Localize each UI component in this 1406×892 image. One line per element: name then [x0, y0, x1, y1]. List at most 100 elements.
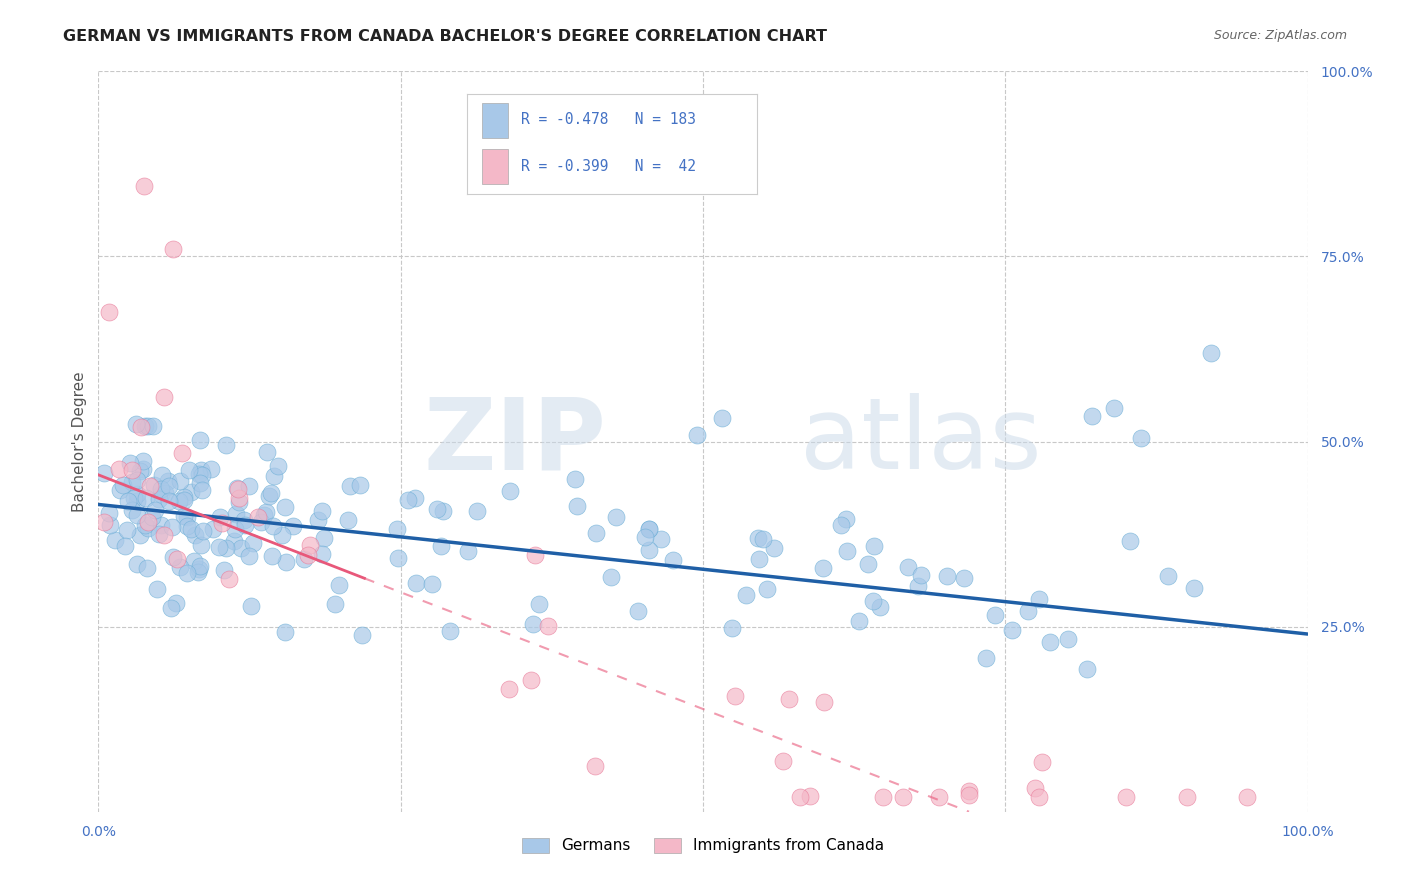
- Point: [465, 504, 488, 518]
- Point: [983, 608, 1005, 623]
- Point: [323, 597, 346, 611]
- Point: [1024, 780, 1046, 795]
- Point: [209, 509, 232, 524]
- Point: [627, 604, 650, 618]
- Point: [190, 467, 212, 482]
- Point: [1017, 604, 1039, 618]
- Point: [233, 513, 256, 527]
- Point: [233, 518, 256, 533]
- Point: [132, 454, 155, 468]
- Point: [188, 476, 211, 491]
- Y-axis label: Bachelor's Degree: Bachelor's Degree: [72, 371, 87, 512]
- Point: [228, 491, 250, 505]
- Point: [747, 531, 769, 545]
- Point: [274, 555, 297, 569]
- Point: [104, 533, 127, 547]
- Point: [156, 474, 179, 488]
- Point: [522, 617, 544, 632]
- Point: [1031, 755, 1053, 769]
- Point: [862, 593, 884, 607]
- Point: [249, 516, 271, 530]
- Point: [721, 621, 744, 635]
- Point: [127, 486, 149, 500]
- Point: [222, 534, 245, 549]
- Point: [1182, 581, 1205, 595]
- Point: [212, 564, 235, 578]
- Point: [311, 547, 333, 561]
- Point: [565, 499, 588, 513]
- Point: [848, 614, 870, 628]
- Point: [262, 518, 284, 533]
- Point: [263, 468, 285, 483]
- Point: [734, 588, 756, 602]
- Point: [135, 491, 157, 506]
- Point: [835, 512, 858, 526]
- Point: [214, 541, 236, 556]
- Point: [191, 483, 214, 498]
- Point: [426, 501, 449, 516]
- Point: [952, 571, 974, 585]
- Point: [339, 479, 361, 493]
- Point: [257, 489, 280, 503]
- Point: [129, 527, 152, 541]
- Point: [1157, 569, 1180, 583]
- Point: [637, 522, 659, 536]
- Point: [396, 493, 419, 508]
- Point: [115, 523, 138, 537]
- Point: [211, 516, 233, 530]
- Point: [188, 562, 211, 576]
- Point: [872, 789, 894, 804]
- Point: [122, 491, 145, 505]
- Point: [183, 554, 205, 568]
- Point: [1076, 662, 1098, 676]
- Point: [121, 502, 143, 516]
- Point: [169, 474, 191, 488]
- Point: [141, 510, 163, 524]
- Point: [148, 491, 170, 506]
- Point: [1175, 789, 1198, 804]
- Point: [634, 530, 657, 544]
- Point: [499, 484, 522, 499]
- Point: [432, 503, 454, 517]
- Point: [1236, 789, 1258, 804]
- Point: [135, 560, 157, 574]
- Point: [778, 691, 800, 706]
- Point: [1119, 534, 1142, 549]
- Text: atlas: atlas: [800, 393, 1042, 490]
- Point: [762, 541, 785, 555]
- Point: [114, 539, 136, 553]
- Point: [117, 493, 139, 508]
- Point: [863, 540, 886, 554]
- Point: [457, 544, 479, 558]
- Point: [238, 549, 260, 564]
- Point: [281, 519, 304, 533]
- Point: [1028, 789, 1050, 804]
- Point: [146, 582, 169, 597]
- Point: [274, 500, 297, 514]
- Point: [188, 433, 211, 447]
- Point: [136, 516, 159, 530]
- Point: [637, 543, 659, 558]
- Point: [125, 557, 148, 571]
- Point: [128, 464, 150, 478]
- Point: [1129, 431, 1152, 445]
- Point: [405, 576, 427, 591]
- Point: [910, 568, 932, 582]
- Point: [134, 418, 156, 433]
- Point: [187, 565, 209, 579]
- Point: [292, 552, 315, 566]
- Point: [215, 437, 238, 451]
- Point: [162, 242, 184, 256]
- Point: [585, 525, 607, 540]
- Point: [118, 456, 141, 470]
- Point: [352, 628, 374, 642]
- Point: [153, 528, 176, 542]
- Point: [298, 538, 321, 552]
- Point: [180, 522, 202, 536]
- Point: [157, 479, 180, 493]
- Point: [789, 789, 811, 804]
- Point: [131, 462, 153, 476]
- Point: [200, 462, 222, 476]
- Point: [813, 560, 835, 574]
- Point: [274, 624, 297, 639]
